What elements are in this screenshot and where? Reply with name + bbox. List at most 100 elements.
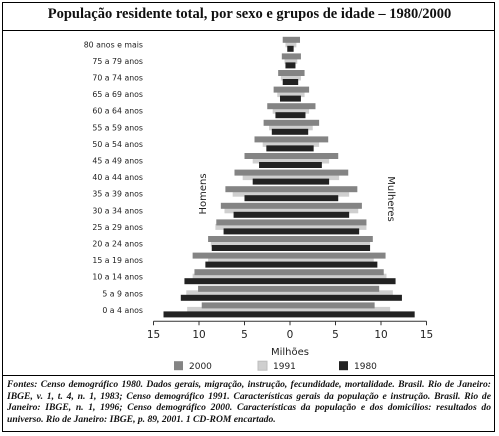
bar-men-1991 [272, 107, 290, 114]
bar-men-1991 [280, 74, 290, 81]
bar-men-1980 [282, 79, 290, 85]
bar-women-1980 [290, 45, 294, 52]
bar-men-2000 [254, 136, 290, 143]
x-tick-label: 10 [374, 329, 387, 341]
bar-men-1980 [184, 278, 290, 285]
bar-men-1980 [275, 112, 290, 119]
bar-women-2000 [290, 169, 349, 176]
bar-men-1980 [163, 311, 290, 318]
x-tick-label: 10 [192, 329, 205, 341]
bar-women-1991 [290, 174, 340, 181]
bar-men-2000 [208, 236, 290, 242]
category-label: 15 a 19 anos [92, 256, 143, 265]
bar-women-1991 [290, 273, 387, 280]
bar-women-2000 [290, 119, 320, 126]
bar-women-1991 [290, 140, 320, 147]
bar-women-1980 [290, 228, 360, 235]
bar-women-1991 [290, 91, 305, 98]
bar-men-2000 [192, 252, 290, 259]
bar-women-1980 [290, 245, 371, 251]
category-label: 60 a 64 anos [92, 107, 143, 116]
category-label: 35 a 39 anos [92, 190, 143, 199]
bar-men-1980 [287, 45, 290, 52]
category-label: 5 a 9 anos [102, 289, 143, 298]
bar-women-1991 [290, 257, 374, 264]
bar-men-2000 [216, 219, 290, 226]
bar-women-2000 [290, 136, 329, 143]
x-tick-label: 5 [241, 329, 248, 341]
source-note: Fontes: Censo demográfico 1980. Dados ge… [7, 379, 491, 425]
bar-women-1991 [290, 306, 391, 313]
bar-women-1980 [290, 294, 402, 301]
bar-women-1980 [290, 112, 306, 119]
bar-women-1991 [290, 74, 301, 81]
category-label: 25 a 29 anos [92, 223, 143, 232]
bar-men-1980 [266, 145, 290, 152]
bar-men-1991 [285, 41, 290, 48]
bar-men-2000 [278, 70, 290, 76]
bar-women-2000 [290, 285, 380, 292]
bar-women-2000 [290, 86, 310, 93]
bar-women-2000 [290, 302, 375, 309]
bar-women-2000 [290, 186, 358, 193]
bar-women-2000 [290, 153, 339, 159]
bar-men-2000 [225, 186, 290, 193]
x-tick-label: 5 [332, 329, 339, 341]
bar-women-2000 [290, 252, 386, 259]
category-label: 80 anos e mais [84, 40, 143, 49]
bar-men-2000 [263, 119, 290, 126]
bar-men-1980 [259, 162, 290, 168]
bar-men-1991 [232, 190, 290, 197]
bar-men-2000 [273, 86, 290, 93]
legend-label: 1980 [354, 362, 377, 372]
bar-men-1991 [277, 91, 290, 98]
bar-men-1991 [210, 240, 290, 247]
category-label: 0 a 4 anos [102, 306, 143, 315]
bar-women-1991 [290, 107, 310, 114]
bar-men-1991 [208, 257, 290, 264]
bar-women-1991 [290, 207, 359, 214]
bar-men-1980 [223, 228, 290, 235]
bar-women-2000 [290, 269, 384, 276]
bar-women-1991 [290, 240, 371, 247]
x-tick-label: 0 [287, 329, 294, 341]
bar-women-2000 [290, 219, 367, 226]
bar-women-1980 [290, 95, 301, 102]
bar-men-1980 [233, 211, 290, 218]
bar-women-2000 [290, 236, 373, 242]
bar-men-2000 [244, 153, 290, 159]
x-tick-label: 15 [147, 329, 160, 341]
x-axis-label: Milhões [271, 347, 309, 358]
chart-title: População residente total, por sexo e gr… [47, 6, 452, 22]
bar-men-1991 [192, 273, 290, 280]
legend-swatch [174, 361, 183, 371]
bar-women-1980 [290, 311, 415, 318]
legend-swatch [257, 360, 268, 371]
bar-women-1991 [290, 190, 350, 197]
bar-men-1991 [224, 207, 290, 214]
bar-men-1991 [262, 140, 290, 147]
bar-women-1991 [290, 41, 297, 48]
women-label: Mulheres [385, 176, 396, 222]
men-label: Homens [198, 173, 209, 214]
bar-men-2000 [194, 269, 290, 276]
category-label: 45 a 49 anos [92, 157, 143, 166]
bar-women-1980 [290, 62, 296, 69]
legend-label: 1991 [273, 362, 296, 372]
bar-men-1980 [244, 195, 290, 202]
bar-men-2000 [220, 202, 290, 209]
bar-women-2000 [290, 70, 305, 76]
bar-women-2000 [290, 36, 301, 43]
bar-men-1980 [252, 178, 290, 185]
category-label: 30 a 34 anos [92, 206, 143, 215]
bar-women-2000 [290, 103, 316, 110]
bar-men-1991 [269, 124, 290, 131]
category-label: 70 a 74 anos [92, 74, 143, 83]
bar-men-1991 [252, 157, 290, 164]
category-label: 40 a 44 anos [92, 173, 143, 182]
bar-women-1980 [290, 261, 378, 268]
bar-men-1991 [242, 174, 290, 181]
bar-men-1980 [279, 95, 290, 102]
bar-men-1991 [187, 306, 290, 313]
category-label: 75 a 79 anos [92, 57, 143, 66]
